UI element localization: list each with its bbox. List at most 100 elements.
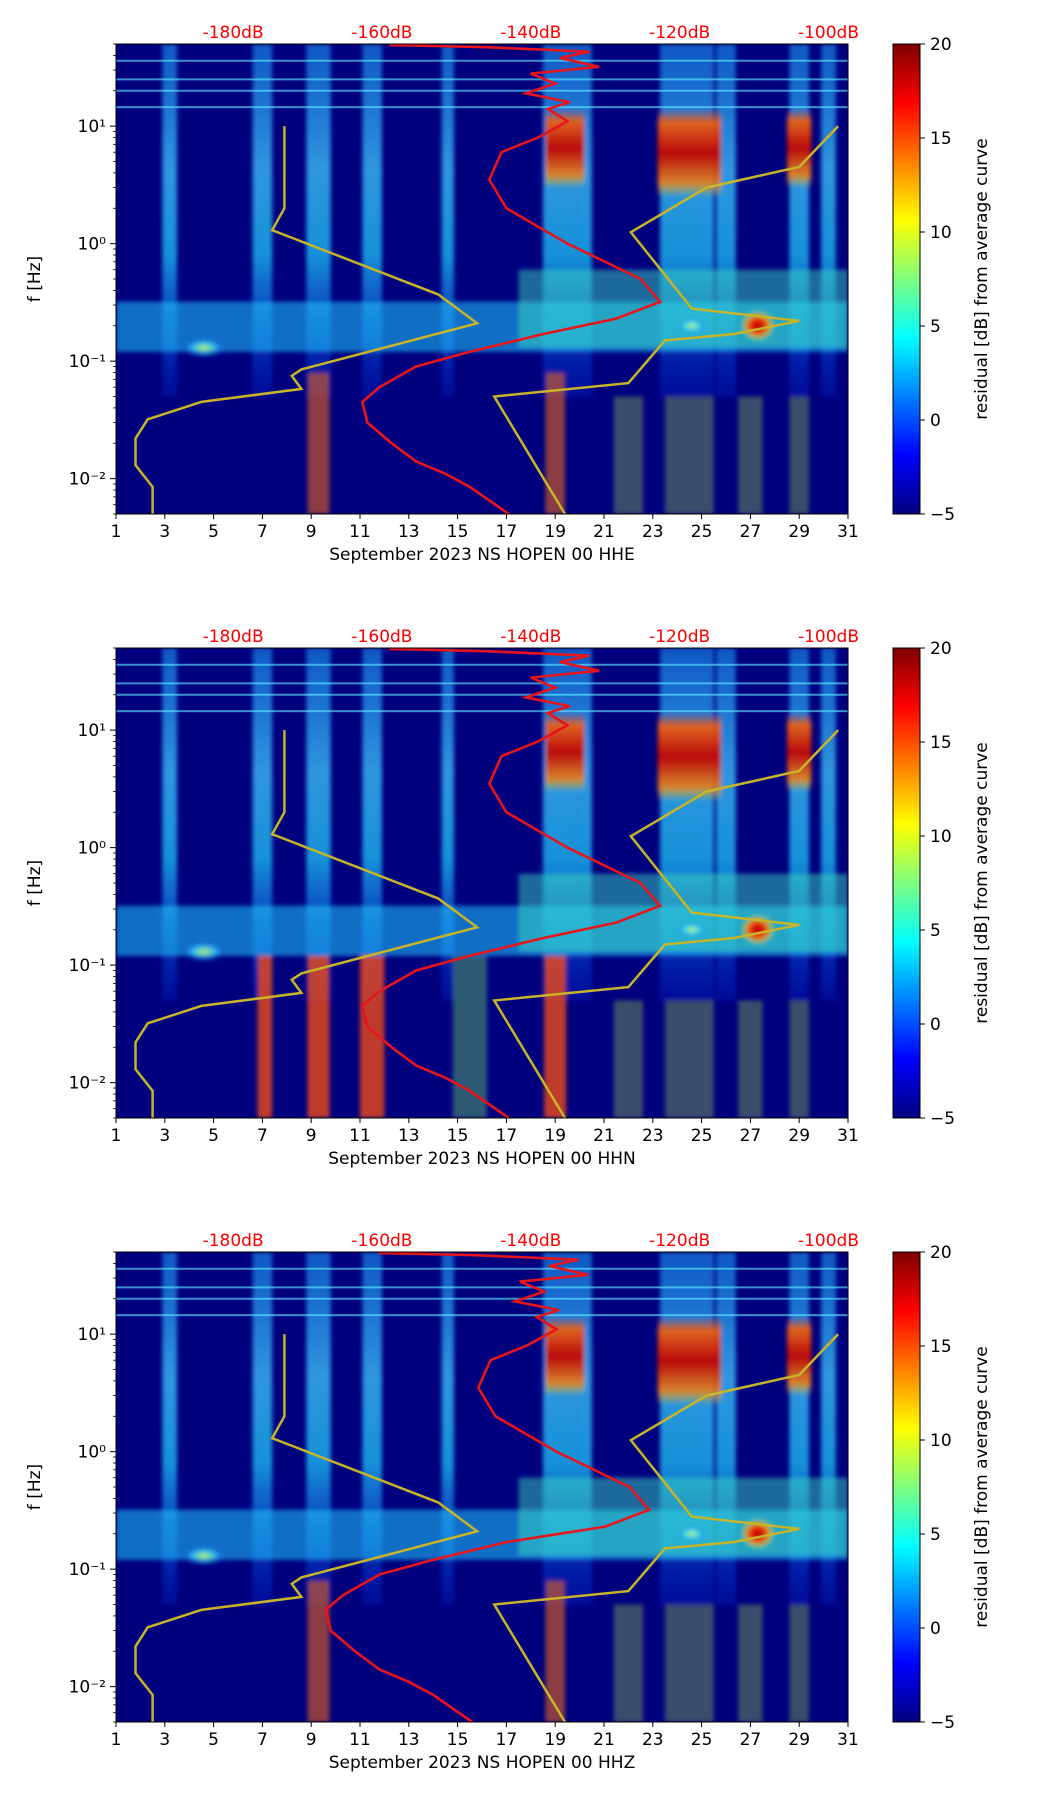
x-axis: 1 3 5 7 9 11 13 15 17 19 21 23 25 27 29 31 [111, 1722, 859, 1750]
x-axis-label: September 2023 NS HOPEN 00 HHE [329, 545, 635, 565]
db-scale-label: -120dB [649, 23, 710, 43]
colorbar-label: residual [dB] from average curve [972, 138, 992, 419]
x-tick-label: 15 [447, 1126, 469, 1146]
long-period-column [738, 1604, 763, 1722]
x-tick-label: 17 [496, 1730, 518, 1750]
x-tick-label: 17 [496, 522, 518, 542]
y-tick-label: 10⁰ [78, 1443, 107, 1463]
x-tick-label: 13 [398, 1730, 420, 1750]
panel-hhe: -180dB -160dB -140dB -120dB -100dB 1 3 5 7 9 11 13… [25, 23, 992, 565]
x-tick-label: 27 [740, 1730, 762, 1750]
high-energy-patch [657, 712, 722, 801]
db-scale-label: -140dB [500, 627, 561, 647]
x-tick-label: 23 [642, 1730, 664, 1750]
x-tick-label: 3 [159, 1126, 170, 1146]
x-axis-label: September 2023 NS HOPEN 00 HHZ [329, 1753, 635, 1773]
colorbar-tick-label: −5 [930, 1109, 955, 1129]
long-period-stripe [452, 955, 487, 1118]
x-tick-label: 5 [208, 1126, 219, 1146]
x-tick-label: 1 [111, 522, 122, 542]
hf-noise-line [116, 78, 848, 81]
long-period-column [613, 396, 644, 514]
y-tick-label: 10¹ [78, 721, 106, 741]
median-psd-curve [360, 44, 663, 514]
y-axis-label: f [Hz] [25, 256, 45, 302]
db-scale-label: -120dB [649, 627, 710, 647]
x-tick-label: 11 [349, 1126, 371, 1146]
noise-model-curve-secondary [492, 125, 840, 514]
median-psd-curve [360, 648, 663, 1118]
noise-model-curve [134, 1334, 480, 1722]
colorbar-gradient [892, 1251, 921, 1723]
long-period-stripe [545, 372, 565, 514]
high-energy-patch [657, 108, 722, 197]
x-tick-label: 17 [496, 1126, 518, 1146]
hf-noise-line [116, 682, 848, 685]
y-axis: 10¹ 10⁰ 10⁻¹ 10⁻² [69, 647, 116, 1119]
x-axis: 1 3 5 7 9 11 13 15 17 19 21 23 25 27 29 31 [111, 514, 859, 542]
long-period-column [613, 1000, 644, 1118]
x-tick-label: 15 [447, 1730, 469, 1750]
x-tick-label: 25 [691, 1126, 713, 1146]
db-scale-label: -140dB [500, 23, 561, 43]
x-tick-label: 13 [398, 1126, 420, 1146]
long-period-column [789, 1000, 809, 1118]
hf-noise-line [116, 1297, 848, 1300]
y-axis-label: f [Hz] [25, 860, 45, 906]
db-scale-label: -180dB [203, 1231, 264, 1251]
x-tick-label: 9 [306, 522, 317, 542]
spectrogram-heatmap [115, 1251, 849, 1723]
colorbar: 20 15 10 5 0 −5 [892, 639, 955, 1129]
y-tick-label: 10⁻¹ [69, 352, 106, 372]
panel-hhz: -180dB -160dB -140dB -120dB -100dB 1 3 5 7 9 11 13… [25, 1231, 992, 1773]
x-tick-label: 19 [544, 522, 566, 542]
microseism-band-late [518, 1477, 848, 1556]
hf-noise-line [116, 693, 848, 696]
colorbar-label: residual [dB] from average curve [972, 1346, 992, 1627]
db-scale-label: -160dB [351, 23, 412, 43]
top-db-scale: -180dB -160dB -140dB -120dB -100dB [203, 627, 859, 647]
colorbar-tick-label: 15 [930, 733, 952, 753]
colorbar-tick-label: 0 [930, 411, 941, 431]
colorbar-tick-label: 5 [930, 921, 941, 941]
x-tick-label: 21 [593, 1126, 615, 1146]
hf-noise-line [116, 59, 848, 62]
high-energy-patch [657, 1316, 722, 1405]
x-tick-label: 13 [398, 522, 420, 542]
db-scale-label: -180dB [203, 627, 264, 647]
x-tick-label: 25 [691, 522, 713, 542]
x-tick-label: 7 [257, 1730, 268, 1750]
noise-model-curve [134, 126, 480, 514]
x-tick-label: 23 [642, 1126, 664, 1146]
noise-model-curve-secondary [492, 1333, 840, 1722]
y-axis: 10¹ 10⁰ 10⁻¹ 10⁻² [69, 43, 116, 515]
y-tick-label: 10⁻² [69, 470, 106, 490]
x-tick-label: 5 [208, 522, 219, 542]
microseism-patch [181, 1545, 226, 1566]
x-tick-label: 27 [740, 1126, 762, 1146]
colorbar-tick-label: 15 [930, 1337, 952, 1357]
long-period-column [665, 1000, 714, 1118]
long-period-column [789, 396, 809, 514]
hf-noise-line [116, 106, 848, 109]
colorbar-tick-label: 5 [930, 1525, 941, 1545]
x-tick-label: 11 [349, 522, 371, 542]
db-scale-label: -100dB [798, 23, 859, 43]
x-tick-label: 9 [306, 1730, 317, 1750]
x-tick-label: 29 [788, 522, 810, 542]
y-tick-label: 10⁻² [69, 1074, 106, 1094]
top-db-scale: -180dB -160dB -140dB -120dB -100dB [203, 23, 859, 43]
x-tick-label: 3 [159, 522, 170, 542]
spectrogram-heatmap [115, 647, 849, 1119]
hf-noise-line [116, 1314, 848, 1317]
x-tick-label: 27 [740, 522, 762, 542]
x-tick-label: 19 [544, 1126, 566, 1146]
x-tick-label: 11 [349, 1730, 371, 1750]
colorbar-label: residual [dB] from average curve [972, 742, 992, 1023]
y-tick-label: 10⁰ [78, 235, 107, 255]
colorbar: 20 15 10 5 0 −5 [892, 1243, 955, 1733]
y-axis: 10¹ 10⁰ 10⁻¹ 10⁻² [69, 1251, 116, 1723]
long-period-stripe [257, 955, 273, 1118]
long-period-stripe [307, 372, 330, 514]
